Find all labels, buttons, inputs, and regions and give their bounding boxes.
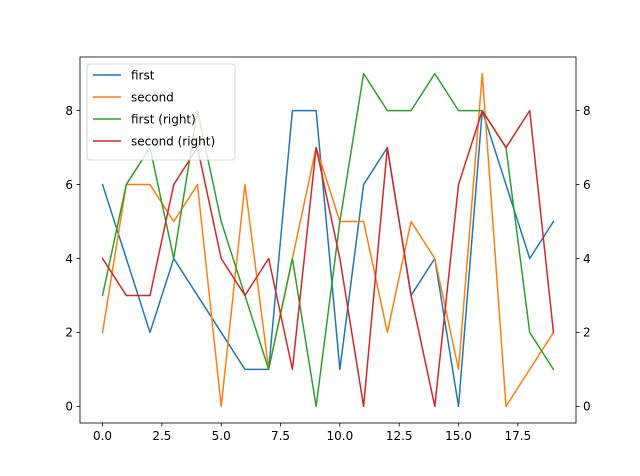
x-axis: 0.0 2.5 5.0 7.5 10.0 12.5 15.0 17.5	[93, 423, 531, 443]
axes-frame	[79, 56, 577, 424]
y-left-tick-label: 8	[65, 104, 73, 118]
y-right-tick-label: 4	[583, 252, 591, 266]
y-axis-right: 0 2 4 6 8	[576, 104, 591, 414]
y-left-tick-label: 0	[65, 400, 73, 414]
y-right-tick-label: 8	[583, 104, 591, 118]
x-tick-label: 15.0	[445, 429, 472, 443]
legend-box	[86, 63, 236, 161]
x-tick-label: 0.0	[93, 429, 112, 443]
legend: first second first (right) second (right)	[86, 63, 236, 161]
y-left-tick-label: 2	[65, 326, 73, 340]
series-line-2	[101, 72, 555, 408]
x-tick-label: 2.5	[152, 429, 171, 443]
x-tick-label: 5.0	[212, 429, 231, 443]
series-line-0	[101, 109, 555, 408]
legend-label-3: second (right)	[131, 134, 215, 148]
legend-label-2: first (right)	[131, 112, 196, 126]
x-tick-label: 17.5	[504, 429, 531, 443]
y-axis-left: 0 2 4 6 8	[65, 104, 80, 414]
y-right-tick-label: 2	[583, 326, 591, 340]
y-left-tick-label: 4	[65, 252, 73, 266]
legend-label-0: first	[131, 68, 155, 82]
y-right-tick-label: 6	[583, 178, 591, 192]
legend-label-1: second	[131, 90, 174, 104]
x-tick-label: 10.0	[327, 429, 354, 443]
x-tick-label: 7.5	[271, 429, 290, 443]
y-left-tick-label: 6	[65, 178, 73, 192]
y-right-tick-label: 0	[583, 400, 591, 414]
plot-area	[101, 72, 555, 408]
x-tick-label: 12.5	[386, 429, 413, 443]
series-line-3	[101, 109, 555, 408]
